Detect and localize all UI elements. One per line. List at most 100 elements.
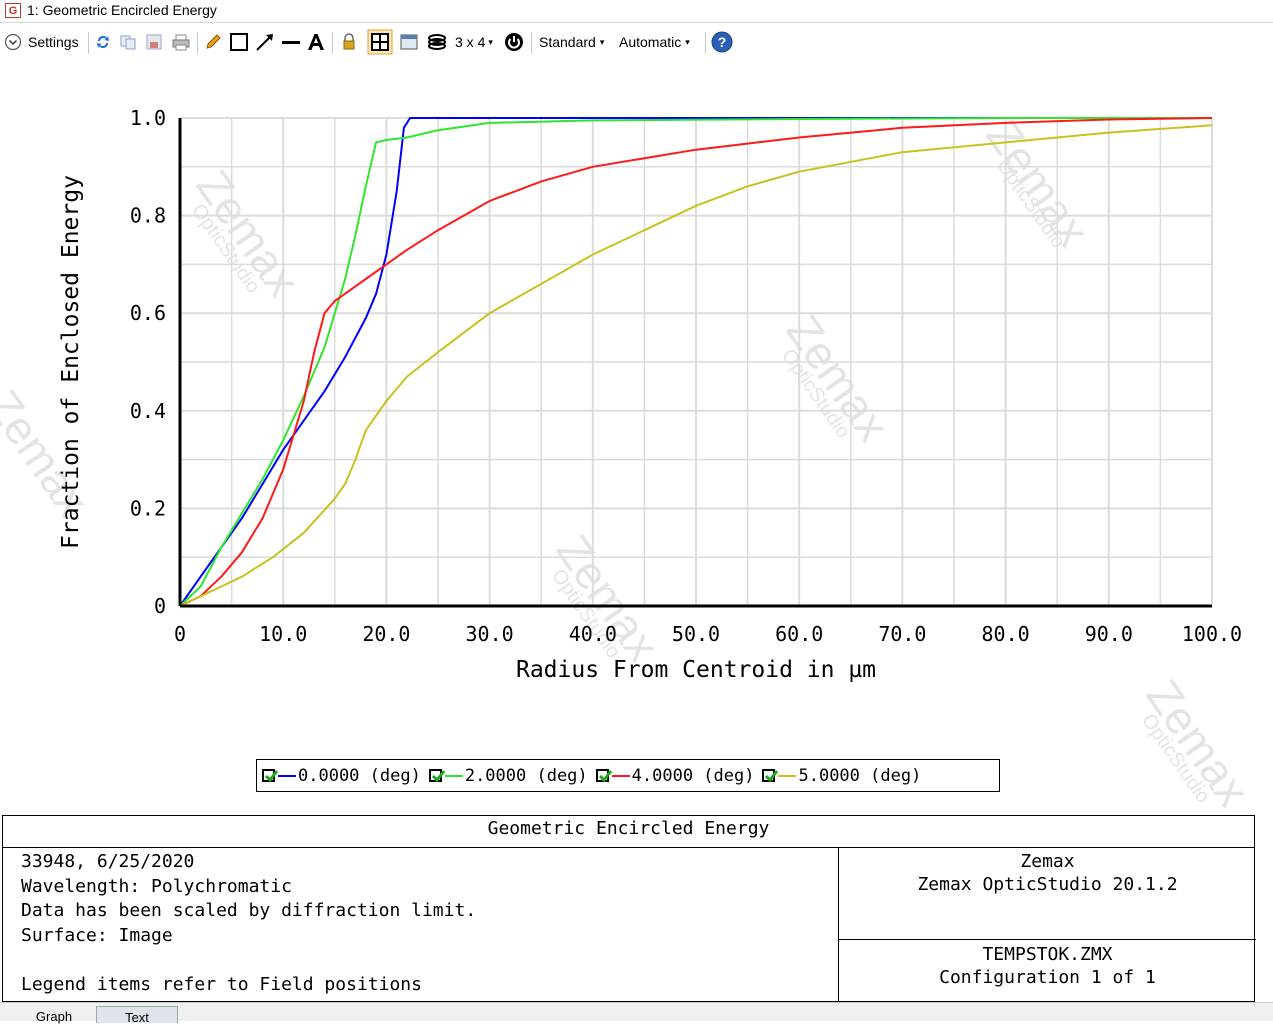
grid-layout-icon [367, 29, 393, 55]
window-icon [400, 34, 418, 50]
arrow-icon [256, 34, 273, 51]
line-icon [282, 41, 300, 44]
layout-dropdown[interactable]: 3 x 4 ▾ [455, 30, 493, 54]
legend-item[interactable]: 4.0000 (deg) [595, 765, 755, 786]
dropdown-caret-icon: ▾ [488, 36, 493, 47]
series-line-2 [179, 117, 1213, 607]
text-tool-button[interactable] [306, 30, 326, 54]
chevron-down-circle-icon [4, 33, 22, 51]
divider [839, 939, 1256, 940]
info-company: Zemax Zemax OpticStudio 20.1.2 [839, 850, 1256, 896]
legend-swatch [278, 774, 296, 777]
power-button[interactable] [504, 30, 524, 54]
svg-text:?: ? [718, 34, 727, 50]
legend-swatch [611, 774, 630, 777]
refresh-icon [97, 35, 109, 48]
divider [838, 847, 839, 1002]
x-tick-label: 60.0 [775, 622, 823, 646]
lock-button[interactable] [340, 30, 358, 54]
legend-label: 0.0000 (deg) [298, 765, 421, 786]
toolbar: Settings [0, 26, 1273, 58]
line-button[interactable] [281, 30, 301, 54]
company-name: Zemax [1020, 851, 1075, 872]
tab-bar: Graph Text [0, 1002, 1273, 1025]
layers-icon [428, 34, 446, 50]
legend: 0.0000 (deg) 2.0000 (deg) 4.0000 (deg) 5.00… [256, 759, 1000, 792]
y-tick-label: 0.4 [130, 399, 166, 423]
arrow-button[interactable] [255, 30, 275, 54]
layout-dropdown-label: 3 x 4 [455, 34, 486, 50]
layers-button[interactable] [427, 30, 447, 54]
x-tick-label: 0 [174, 622, 186, 646]
rectangle-icon [230, 33, 248, 51]
legend-swatch [778, 774, 797, 777]
info-line [21, 948, 476, 973]
window-button[interactable] [399, 30, 419, 54]
app-icon: G [5, 3, 21, 18]
standard-dropdown[interactable]: Standard ▾ [539, 30, 604, 54]
pencil-button[interactable] [204, 30, 222, 54]
info-line: Data has been scaled by diffraction limi… [21, 900, 477, 921]
series-line-0 [179, 117, 1212, 607]
help-icon: ? [711, 31, 733, 53]
x-tick-label: 100.0 [1182, 622, 1242, 646]
legend-item[interactable]: 5.0000 (deg) [762, 766, 921, 786]
y-tick-label: 0.2 [130, 496, 166, 520]
x-tick-label: 20.0 [362, 622, 410, 646]
legend-item[interactable]: 0.0000 (deg) [262, 766, 421, 786]
copy-icon [120, 35, 136, 50]
info-line: 33948, 6/25/2020 [21, 851, 195, 872]
encircled-energy-chart: 0 10.0 20.0 30.0 40.0 50.0 60.0 70.0 80.0 90.0 100… [58, 106, 1242, 683]
legend-label: 2.0000 (deg) [464, 765, 588, 786]
settings-button[interactable]: Settings [4, 30, 79, 54]
info-details: 33948, 6/25/2020 Wavelength: Polychromat… [21, 850, 476, 997]
automatic-dropdown-label: Automatic [619, 34, 682, 50]
window-title: 1: Geometric Encircled Energy [27, 2, 217, 18]
series-line-1 [179, 117, 1212, 607]
watermark: OpticStudio [1136, 710, 1215, 808]
legend-checkbox[interactable] [428, 769, 446, 783]
info-line: Wavelength: Polychromatic [21, 875, 292, 897]
x-tick-label: 50.0 [672, 622, 720, 646]
dropdown-caret-icon: ▾ [599, 36, 605, 47]
legend-swatch [444, 774, 463, 777]
layout-grid-button[interactable] [367, 29, 393, 55]
checkmark-icon [765, 770, 779, 783]
save-button[interactable] [145, 30, 163, 54]
settings-label: Settings [28, 34, 79, 50]
print-button[interactable] [171, 30, 191, 54]
x-tick-label: 30.0 [466, 622, 514, 646]
save-icon [146, 34, 162, 50]
info-box: Geometric Encircled Energy 33948, 6/25/2… [2, 815, 1256, 1002]
x-tick-label: 90.0 [1085, 622, 1133, 646]
legend-checkbox[interactable] [595, 769, 612, 783]
x-tick-label: 10.0 [259, 622, 307, 646]
x-axis-label: Radius From Centroid in µm [516, 657, 876, 683]
help-button[interactable]: ? [711, 30, 733, 54]
legend-label: 4.0000 (deg) [631, 765, 755, 786]
pencil-icon [206, 34, 221, 49]
legend-item[interactable]: 2.0000 (deg) [428, 765, 588, 786]
y-tick-label: 0.8 [130, 204, 166, 228]
copy-button[interactable] [119, 30, 137, 54]
title-bar: G 1: Geometric Encircled Energy [0, 0, 1273, 23]
legend-checkbox[interactable] [262, 769, 279, 783]
x-tick-label: 40.0 [569, 622, 617, 646]
refresh-button[interactable] [94, 30, 112, 54]
power-icon [505, 33, 523, 51]
y-axis-label: Fraction of Enclosed Energy [58, 175, 84, 549]
info-line: Legend items refer to Field positions [21, 973, 422, 995]
y-tick-label: 0 [154, 594, 166, 618]
y-tick-label: 0.6 [130, 301, 166, 325]
configuration: Configuration 1 of 1 [939, 967, 1156, 988]
info-line: Surface: Image [21, 924, 173, 946]
info-file: TEMPSTOK.ZMX Configuration 1 of 1 [839, 943, 1256, 989]
legend-checkbox[interactable] [762, 769, 779, 783]
automatic-dropdown[interactable]: Automatic ▾ [619, 30, 690, 54]
print-icon [172, 34, 190, 51]
rectangle-button[interactable] [229, 30, 249, 54]
x-tick-label: 80.0 [982, 622, 1030, 646]
tab-text[interactable]: Text [96, 1006, 178, 1025]
dropdown-caret-icon: ▾ [685, 36, 690, 47]
checkmark-icon [264, 770, 279, 783]
